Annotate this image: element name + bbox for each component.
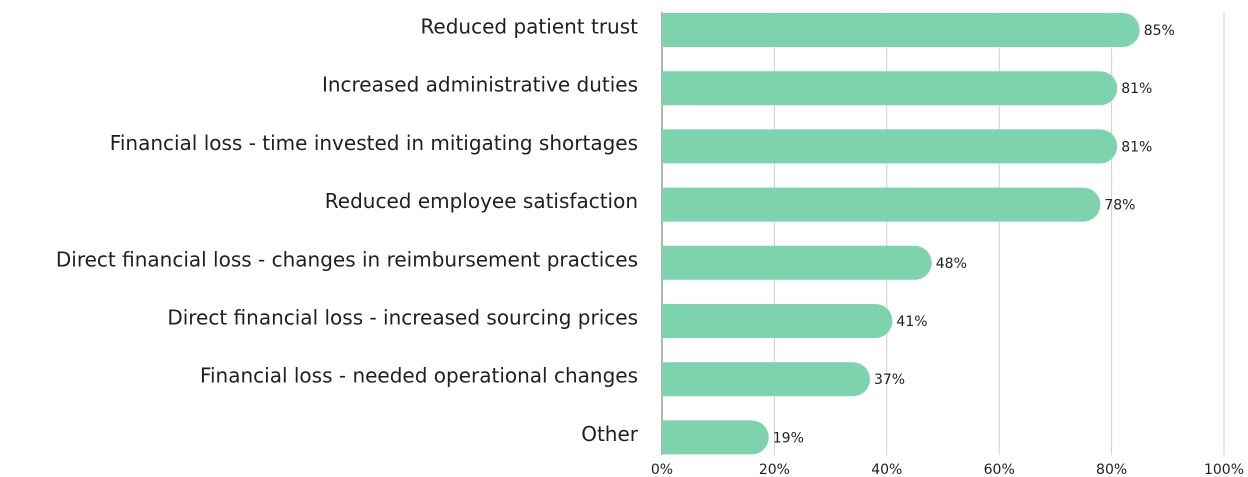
category-label: Direct financial loss - changes in reimb… [56,247,638,271]
value-label: 81% [1121,139,1152,155]
x-tick-label: 20% [759,462,790,477]
value-label: 81% [1121,81,1152,97]
bar [662,13,1140,47]
category-label: Financial loss - time invested in mitiga… [110,131,638,155]
bar [662,420,769,455]
value-label: 37% [874,372,905,388]
x-tick-label: 40% [871,462,902,477]
bar [662,304,893,338]
value-label: 41% [896,314,927,330]
value-label: 78% [1104,198,1135,214]
x-tick-label: 80% [1096,462,1127,477]
category-label: Other [581,422,639,446]
value-label: 85% [1144,23,1175,39]
category-label: Direct financial loss - increased sourci… [167,306,638,330]
bar [662,187,1101,222]
x-tick-label: 100% [1204,462,1244,477]
category-label: Increased administrative duties [322,73,638,97]
value-label: 48% [936,256,967,272]
category-label: Reduced patient trust [420,15,638,39]
category-label: Reduced employee satisfaction [325,189,638,213]
x-tick-label: 60% [984,462,1015,477]
bar [662,362,870,397]
category-label: Financial loss - needed operational chan… [200,364,638,388]
bar [662,245,932,280]
bar [662,71,1118,106]
bar [662,129,1118,164]
x-tick-label: 0% [651,462,673,477]
value-label: 19% [773,430,804,446]
